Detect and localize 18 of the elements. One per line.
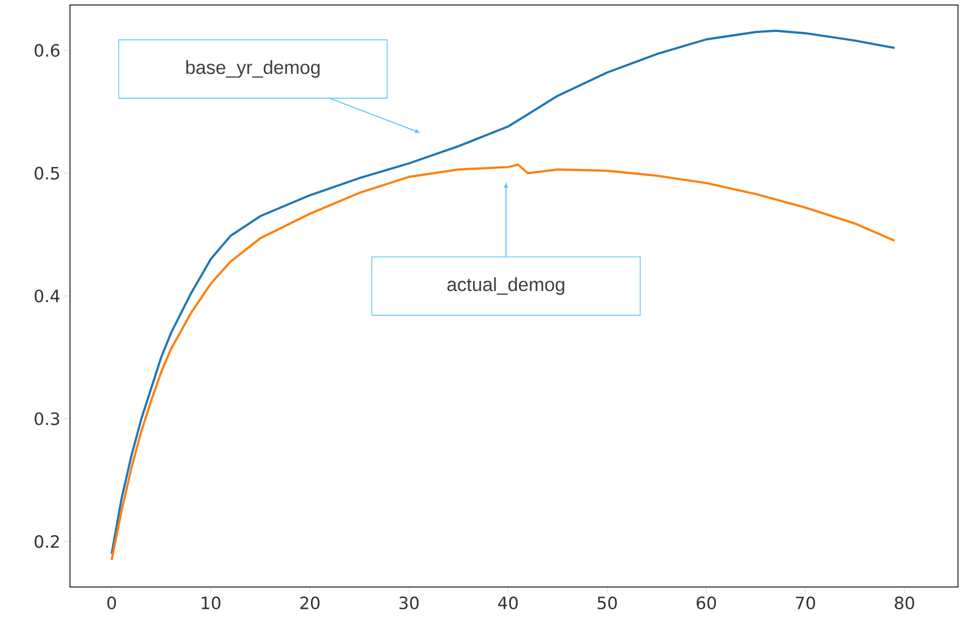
y-tick-label: 0.6: [34, 44, 60, 57]
x-tick-label: 10: [202, 596, 220, 610]
x-tick-label: 30: [399, 596, 419, 610]
y-tick-label: 0.4: [34, 290, 60, 302]
x-tick-label: 0: [107, 596, 116, 610]
x-tick-label: 70: [796, 596, 816, 610]
y-tick-label: 0.3: [34, 412, 60, 426]
x-tick-label: 60: [696, 596, 716, 610]
line-series: [110, 164, 896, 562]
x-tick-label: 80: [894, 596, 914, 610]
line-series: [110, 30, 896, 555]
y-tick-label: 0.2: [34, 535, 59, 548]
y-tick-label: 0.5: [34, 166, 60, 180]
annotation: base_yr_demog: [186, 60, 320, 78]
x-tick-label: 50: [598, 596, 617, 610]
x-tick-label: 40: [498, 596, 518, 610]
x-tick-label: 20: [300, 596, 320, 610]
annotation: actual_demog: [447, 277, 564, 295]
